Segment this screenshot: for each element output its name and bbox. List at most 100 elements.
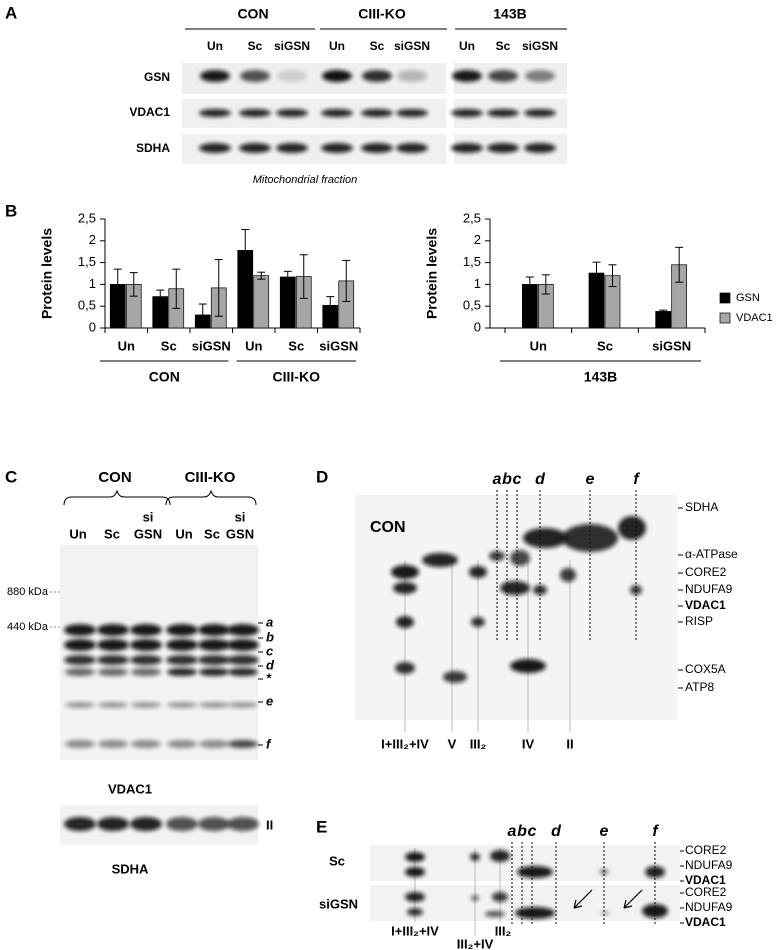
label: e bbox=[600, 823, 609, 840]
y-tick-label: 1,5 bbox=[78, 254, 96, 269]
label: b bbox=[517, 823, 527, 840]
blot-spot bbox=[167, 668, 197, 676]
error-bar bbox=[326, 296, 335, 315]
label: B bbox=[5, 201, 17, 220]
blot-spot bbox=[393, 582, 417, 594]
blot-gap bbox=[446, 60, 454, 166]
y-tick-label: 2,5 bbox=[463, 210, 481, 225]
label: siGSN bbox=[522, 39, 558, 53]
x-tick-label: Sc bbox=[288, 338, 304, 353]
y-tick-label: 0 bbox=[89, 319, 96, 334]
blot-spot bbox=[276, 109, 308, 117]
error-bar bbox=[342, 259, 351, 302]
blot-spot bbox=[405, 852, 425, 862]
blot-spot bbox=[64, 639, 96, 651]
blot-spot bbox=[396, 616, 414, 628]
label: CIII-KO bbox=[185, 469, 236, 486]
label: D bbox=[316, 467, 328, 486]
label: CORE2 bbox=[685, 843, 727, 857]
blot-spot bbox=[276, 143, 308, 153]
error-bar bbox=[257, 271, 266, 280]
blot-spot bbox=[601, 911, 609, 915]
label: e bbox=[586, 471, 595, 488]
y-tick-label: 2 bbox=[474, 232, 481, 247]
blot-spot bbox=[321, 143, 353, 153]
blot-spot bbox=[97, 624, 129, 636]
label: f bbox=[652, 823, 659, 840]
blot-spot bbox=[489, 551, 505, 561]
blot-spot bbox=[239, 143, 271, 153]
blot-spot bbox=[510, 550, 530, 566]
blot-spot bbox=[199, 668, 229, 676]
blot-spot bbox=[65, 668, 95, 676]
y-tick-label: 1 bbox=[474, 276, 481, 291]
blot-spot bbox=[405, 867, 425, 877]
blot-spot bbox=[533, 585, 547, 595]
label: CORE2 bbox=[685, 885, 727, 899]
legend-swatch bbox=[719, 312, 731, 324]
blot-spot bbox=[97, 817, 129, 831]
label: Protein levels bbox=[39, 228, 55, 319]
blot-spot bbox=[98, 702, 128, 708]
blot-spot bbox=[490, 850, 510, 862]
label: siGSN bbox=[394, 39, 430, 53]
blot-spot bbox=[515, 907, 555, 919]
label: CON bbox=[370, 519, 406, 536]
x-tick-label: siGSN bbox=[652, 338, 691, 353]
bar bbox=[253, 275, 270, 329]
error-bar bbox=[172, 268, 181, 309]
label: Sc bbox=[329, 853, 345, 868]
blot-spot bbox=[524, 109, 556, 117]
label: Mitochondrial fraction bbox=[253, 174, 358, 186]
label: C bbox=[5, 467, 17, 486]
blot-spot bbox=[500, 581, 530, 595]
blot-spot bbox=[228, 668, 258, 676]
blot-spot bbox=[321, 109, 353, 117]
blot-spot bbox=[562, 524, 618, 552]
label: Un bbox=[459, 39, 475, 53]
y-tick-label: 0,5 bbox=[78, 298, 96, 313]
label: V bbox=[448, 736, 457, 751]
label: CIII-KO bbox=[358, 6, 406, 22]
label: si bbox=[235, 509, 246, 524]
blot-spot bbox=[422, 553, 458, 567]
blot-spot bbox=[97, 639, 129, 651]
group-label: CON bbox=[149, 369, 180, 385]
label: Un bbox=[207, 39, 223, 53]
label: II bbox=[566, 736, 573, 751]
error-bar bbox=[283, 270, 292, 284]
label: d bbox=[266, 657, 275, 672]
blot-spot bbox=[239, 109, 271, 117]
arrow bbox=[623, 889, 643, 909]
label: COX5A bbox=[685, 662, 726, 676]
blot-spot bbox=[199, 702, 229, 708]
blot-spot bbox=[228, 740, 258, 748]
label: Un bbox=[69, 526, 86, 541]
error-bar bbox=[592, 261, 601, 285]
blot-spot bbox=[130, 639, 162, 651]
blot-spot bbox=[64, 817, 96, 831]
x-tick-label: Un bbox=[118, 338, 135, 353]
blot-spot bbox=[322, 70, 352, 82]
blot-spot bbox=[391, 565, 419, 579]
error-bar bbox=[675, 246, 684, 283]
label: Sc bbox=[204, 526, 220, 541]
label: VDAC1 bbox=[129, 105, 170, 119]
error-bar bbox=[659, 309, 668, 314]
label: GSN bbox=[226, 526, 254, 541]
label: b bbox=[502, 471, 512, 488]
blot-spot bbox=[396, 143, 428, 153]
blot-spot bbox=[405, 892, 425, 902]
blot-spot bbox=[166, 817, 198, 831]
blot-spot bbox=[227, 817, 259, 831]
blot-spot bbox=[198, 817, 230, 831]
blot-spot bbox=[199, 740, 229, 748]
label: VDAC1 bbox=[685, 915, 726, 929]
brace bbox=[63, 489, 171, 506]
blot-spot bbox=[451, 143, 483, 153]
blots bbox=[60, 60, 680, 921]
error-bar bbox=[241, 228, 250, 272]
label: SDHA bbox=[685, 500, 718, 514]
legend-label: VDAC1 bbox=[736, 312, 773, 324]
